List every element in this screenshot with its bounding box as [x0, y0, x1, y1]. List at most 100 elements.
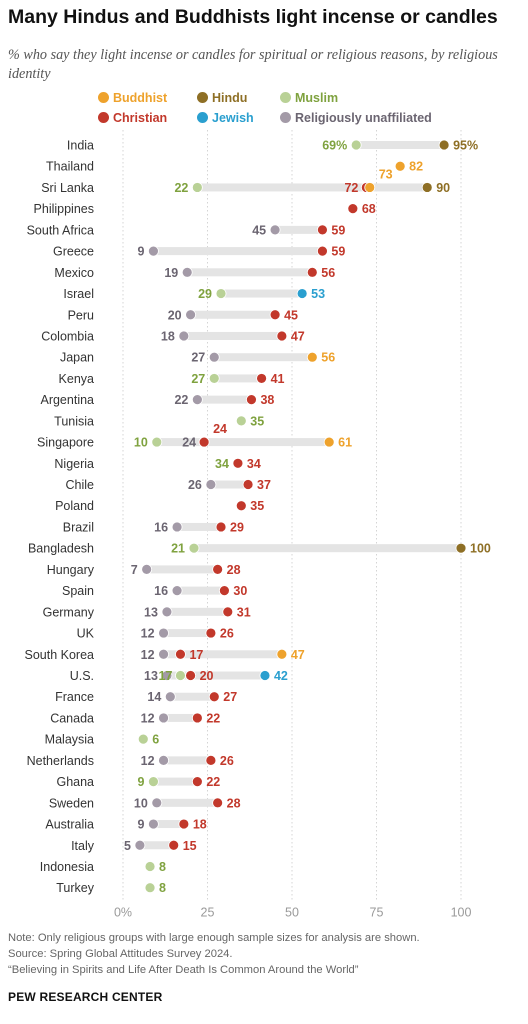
value-label-chile-religiously-unaffiliated: 26 [188, 478, 202, 492]
dot-south-korea-religiously-unaffiliated [158, 648, 169, 660]
value-label-argentina-religiously-unaffiliated: 22 [174, 393, 188, 407]
value-label-australia-religiously-unaffiliated: 9 [137, 818, 144, 832]
value-label-israel-jewish: 53 [311, 287, 325, 301]
country-label-kenya: Kenya [59, 372, 94, 386]
value-label-israel-muslim: 29 [198, 287, 212, 301]
value-label-japan-religiously-unaffiliated: 27 [191, 351, 205, 365]
value-label-u-s-religiously-unaffiliated: 13 [144, 669, 158, 683]
value-label-u-s-muslim: 17 [159, 669, 173, 683]
value-label-uk-religiously-unaffiliated: 12 [141, 627, 155, 641]
country-label-greece: Greece [53, 245, 94, 259]
dot-uk-religiously-unaffiliated [158, 627, 169, 639]
range-bar-ghana [153, 777, 198, 786]
dot-colombia-religiously-unaffiliated [178, 330, 190, 342]
dot-singapore-buddhist [323, 436, 335, 448]
value-label-bangladesh-hindu: 100 [470, 542, 491, 556]
dot-bangladesh-hindu [455, 542, 467, 554]
dot-spain-christian [218, 585, 230, 597]
range-bar-sweden [156, 798, 218, 807]
value-label-sri-lanka-hindu: 90 [436, 181, 450, 195]
country-label-south-korea: South Korea [25, 648, 95, 662]
pew-logo-text: PEW RESEARCH CENTER [8, 990, 163, 1004]
value-label-bangladesh-muslim: 21 [171, 542, 185, 556]
value-label-south-africa-religiously-unaffiliated: 45 [252, 223, 266, 237]
country-label-mexico: Mexico [54, 266, 94, 280]
country-label-uk: UK [77, 627, 95, 641]
dot-france-christian [208, 691, 220, 703]
dot-south-africa-christian [317, 224, 328, 236]
value-label-spain-christian: 30 [233, 584, 247, 598]
value-label-singapore-muslim: 10 [134, 436, 148, 450]
report-title: “Believing in Spirits and Life After Dea… [8, 964, 359, 976]
dot-italy-christian [168, 839, 180, 851]
dot-kenya-christian [256, 373, 267, 384]
legend-label-muslim: Muslim [295, 91, 339, 105]
x-tick-label: 0% [114, 906, 132, 920]
dot-peru-religiously-unaffiliated [185, 309, 197, 321]
value-label-u-s-christian: 20 [200, 669, 214, 683]
dot-singapore-muslim [151, 436, 163, 448]
value-label-kenya-christian: 41 [271, 372, 285, 386]
dot-chile-christian [242, 479, 254, 490]
range-bar-colombia [183, 331, 282, 340]
legend-dot-jewish [197, 112, 208, 123]
range-bar-peru [190, 310, 276, 319]
country-label-u-s: U.S. [70, 669, 94, 683]
country-label-indonesia: Indonesia [40, 860, 94, 874]
country-label-canada: Canada [50, 711, 94, 725]
country-label-malaysia: Malaysia [45, 733, 94, 747]
value-label-mexico-christian: 56 [321, 266, 335, 280]
dot-colombia-christian [276, 330, 288, 342]
dot-turkey-muslim [144, 882, 156, 894]
range-bar-india [356, 141, 445, 149]
country-label-sweden: Sweden [49, 796, 94, 810]
legend-item-muslim: Muslim [280, 91, 338, 105]
value-label-japan-buddhist: 56 [321, 351, 335, 365]
value-label-thailand-buddhist: 82 [409, 160, 423, 174]
range-bar-hungary [146, 565, 218, 574]
legend-item-jewish: Jewish [197, 111, 254, 125]
legend-dot-unaffiliated [280, 112, 291, 123]
dot-greece-religiously-unaffiliated [148, 245, 159, 257]
range-bar-kenya [214, 374, 262, 383]
value-label-italy-christian: 15 [183, 839, 197, 853]
value-label-u-s-jewish: 42 [274, 669, 288, 683]
dot-malaysia-muslim [137, 733, 149, 745]
chart-title: Many Hindus and Buddhists light incense … [8, 6, 498, 28]
dot-mexico-religiously-unaffiliated [181, 266, 193, 278]
value-label-france-religiously-unaffiliated: 14 [147, 690, 161, 704]
dot-germany-christian [222, 606, 234, 618]
dot-italy-religiously-unaffiliated [134, 839, 146, 851]
value-label-peru-christian: 45 [284, 308, 298, 322]
value-label-poland-christian: 35 [250, 499, 264, 513]
legend-label-buddhist: Buddhist [113, 91, 168, 105]
dot-canada-christian [191, 712, 203, 724]
dot-france-religiously-unaffiliated [164, 691, 176, 703]
range-bar-uk [163, 629, 211, 638]
value-label-sweden-christian: 28 [227, 796, 241, 810]
dot-south-korea-buddhist [276, 648, 288, 660]
range-bar-japan [214, 353, 313, 362]
value-label-argentina-christian: 38 [260, 393, 274, 407]
legend-dot-christian [98, 112, 109, 123]
value-label-uk-christian: 26 [220, 627, 234, 641]
country-label-nigeria: Nigeria [54, 457, 94, 471]
value-label-spain-religiously-unaffiliated: 16 [154, 584, 168, 598]
dot-india-muslim [350, 139, 362, 151]
range-bar-canada [163, 713, 198, 722]
legend-dot-muslim [280, 92, 291, 103]
country-label-singapore: Singapore [37, 436, 94, 450]
legend-dot-buddhist [98, 92, 109, 103]
country-label-peru: Peru [68, 308, 94, 322]
value-label-canada-christian: 22 [206, 711, 220, 725]
legend-item-unaffiliated: Religiously unaffiliated [280, 111, 432, 125]
range-bar-south-africa [275, 225, 323, 234]
dot-greece-christian [317, 245, 328, 257]
dot-singapore-christian [198, 436, 210, 448]
note-text: Note: Only religious groups with large e… [8, 932, 420, 944]
range-bar-italy [139, 841, 174, 850]
dot-spain-religiously-unaffiliated [171, 585, 183, 597]
value-label-chile-christian: 37 [257, 478, 271, 492]
legend-item-buddhist: Buddhist [98, 91, 167, 105]
value-label-australia-christian: 18 [193, 818, 207, 832]
